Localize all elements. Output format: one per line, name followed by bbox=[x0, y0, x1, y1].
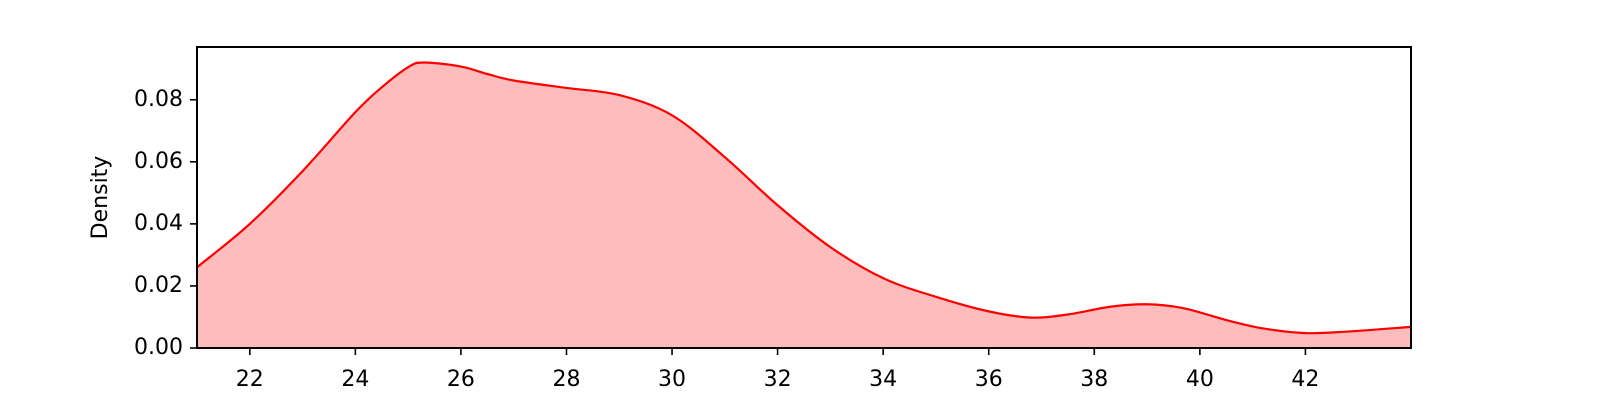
x-tick-label: 26 bbox=[447, 367, 475, 392]
x-tick-label: 40 bbox=[1186, 367, 1214, 392]
x-tick-label: 22 bbox=[236, 367, 264, 392]
y-tick-label: 0.02 bbox=[134, 273, 183, 298]
x-tick-label: 38 bbox=[1080, 367, 1108, 392]
y-axis-ticks: 0.00 0.02 0.04 0.06 0.08 bbox=[134, 87, 197, 360]
x-tick-label: 32 bbox=[764, 367, 792, 392]
density-area-fill bbox=[197, 62, 1411, 349]
x-tick-label: 42 bbox=[1291, 367, 1319, 392]
x-tick-label: 34 bbox=[869, 367, 897, 392]
y-tick-label: 0.00 bbox=[134, 335, 183, 360]
y-axis-label: Density bbox=[88, 156, 113, 240]
y-tick-label: 0.04 bbox=[134, 211, 183, 236]
x-tick-label: 30 bbox=[658, 367, 686, 392]
x-tick-label: 24 bbox=[341, 367, 369, 392]
x-tick-label: 36 bbox=[975, 367, 1003, 392]
y-tick-label: 0.08 bbox=[134, 87, 183, 112]
density-curve bbox=[196, 61, 1412, 335]
plot-area bbox=[196, 61, 1412, 349]
x-tick-label: 28 bbox=[552, 367, 580, 392]
x-axis-ticks: 22 24 26 28 30 32 34 36 38 40 42 bbox=[236, 348, 1319, 392]
y-tick-label: 0.06 bbox=[134, 149, 183, 174]
axes-frame bbox=[196, 46, 1412, 349]
